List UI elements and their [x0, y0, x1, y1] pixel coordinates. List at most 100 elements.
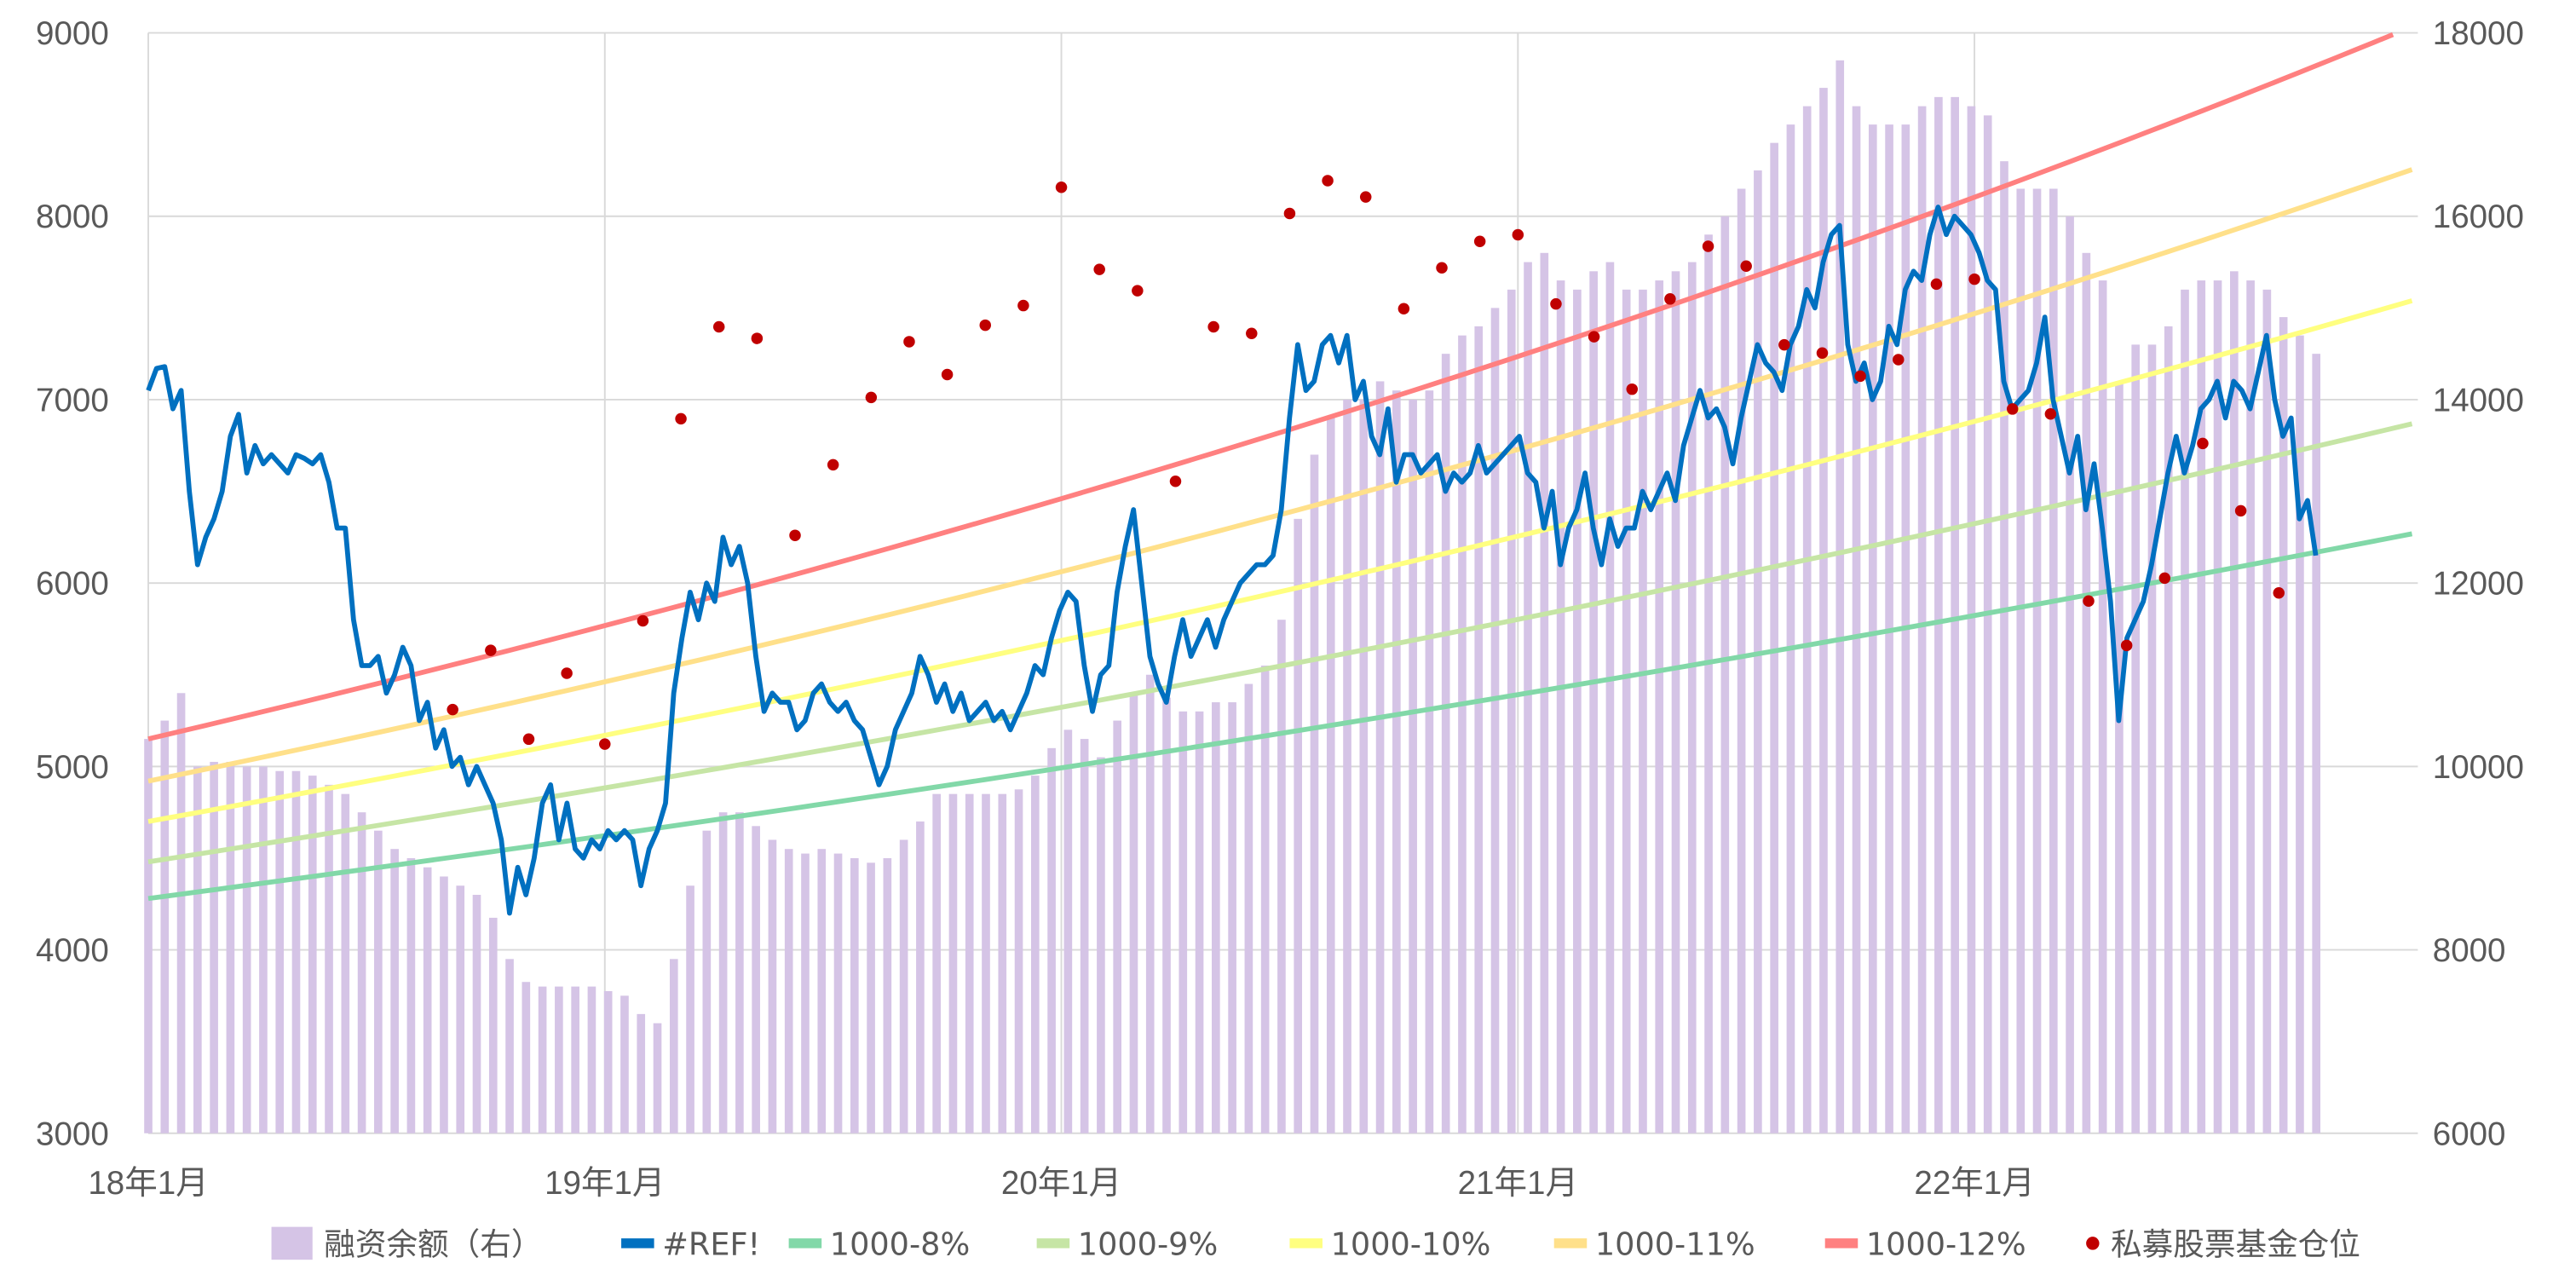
margin-balance-bar [1179, 711, 1188, 1133]
y-left-tick-label: 9000 [36, 15, 109, 52]
position-point [1473, 235, 1486, 247]
margin-balance-bar [1524, 262, 1532, 1133]
margin-balance-bar [1294, 518, 1303, 1133]
legend-label: 1000-11% [1595, 1225, 1755, 1262]
y-right-tick-label: 12000 [2433, 566, 2524, 603]
position-point [637, 614, 649, 627]
margin-balance-bar [1228, 702, 1236, 1133]
margin-balance-bar [374, 830, 383, 1133]
legend-swatch-dot [2086, 1237, 2100, 1250]
margin-balance-bar [2000, 161, 2008, 1133]
position-point [522, 733, 535, 746]
position-point [1017, 299, 1029, 312]
margin-balance-bar [1687, 262, 1697, 1133]
margin-balance-bar [768, 839, 777, 1133]
margin-balance-bar [1441, 354, 1450, 1133]
trend-line-1000-9pct [147, 421, 2413, 865]
position-point [2158, 572, 2171, 585]
x-tick-label: 20年1月 [1001, 1165, 1121, 1202]
margin-balance-bar [193, 766, 202, 1133]
margin-balance-bar [472, 895, 481, 1133]
margin-balance-bar [2262, 289, 2272, 1133]
margin-balance-bar [1097, 757, 1105, 1133]
margin-balance-bar [2181, 289, 2189, 1133]
margin-balance-bar [555, 986, 563, 1133]
margin-balance-bar [965, 793, 974, 1133]
margin-balance-bar [702, 830, 712, 1133]
position-point [599, 738, 611, 750]
margin-balance-bar [817, 849, 827, 1133]
margin-balance-bar [1655, 280, 1664, 1133]
legend-label: 融资余额（右） [324, 1225, 542, 1262]
margin-balance-bar [1934, 96, 1943, 1133]
margin-balance-bar [2312, 354, 2321, 1133]
y-right-tick-label: 8000 [2433, 932, 2506, 969]
position-point [2197, 437, 2209, 450]
margin-balance-bar [1737, 188, 1746, 1133]
margin-balance-bar [883, 857, 892, 1133]
margin-balance-bar [637, 1013, 646, 1133]
margin-balance-bar [325, 784, 333, 1133]
position-point [675, 412, 687, 425]
y-left-tick-label: 5000 [36, 749, 109, 786]
margin-balance-bar [850, 857, 859, 1133]
margin-balance-bar [1802, 106, 1812, 1133]
position-point [1055, 182, 1068, 193]
margin-balance-bar [2066, 216, 2074, 1133]
x-tick-label: 19年1月 [545, 1165, 665, 1202]
margin-balance-bar [1770, 142, 1778, 1133]
margin-balance-bar [1080, 739, 1089, 1133]
position-point [2083, 595, 2095, 607]
legend-label: 1000-12% [1866, 1225, 2026, 1262]
margin-balance-bar [801, 853, 810, 1133]
margin-balance-bar [291, 770, 301, 1133]
margin-balance-bar [1244, 683, 1253, 1133]
y-right-tick-label: 14000 [2433, 382, 2524, 418]
margin-balance-bar [1326, 418, 1335, 1133]
position-point [1322, 175, 1334, 187]
legend-label: #REF! [662, 1225, 760, 1262]
position-point [941, 368, 954, 381]
margin-balance-bar [653, 1023, 662, 1133]
margin-balance-bar [1622, 289, 1631, 1133]
position-point [1436, 262, 1448, 274]
margin-balance-bar [1458, 335, 1467, 1133]
legend-label: 私募股票基金仓位 [2111, 1225, 2360, 1262]
margin-balance-bar [2131, 344, 2140, 1133]
margin-balance-bar [718, 812, 728, 1133]
left-y-axis: 3000 4000 5000 6000 7000 8000 9000 [36, 15, 109, 1152]
position-point [1854, 370, 1866, 383]
margin-balance-bar [686, 885, 694, 1133]
margin-balance-bar [341, 793, 350, 1133]
margin-balance-bar [1359, 399, 1369, 1133]
position-point [1740, 260, 1752, 273]
position-point [1359, 191, 1372, 203]
margin-balance-bar [1392, 390, 1401, 1133]
margin-balance-bar [1967, 106, 1976, 1133]
margin-balance-bar [488, 917, 498, 1133]
trend-line-1000-12pct [147, 32, 2394, 741]
margin-balance-bar [948, 793, 958, 1133]
trend-line-1000-10pct [147, 298, 2413, 824]
margin-balance-bar [160, 720, 170, 1133]
margin-balance-bar [1540, 252, 1549, 1133]
position-point [827, 458, 839, 471]
margin-balance-bar [1195, 711, 1204, 1133]
margin-balance-bar [390, 849, 399, 1133]
x-axis: 18年1月 19年1月 20年1月 21年1月 22年1月 [88, 1165, 2034, 1202]
margin-balance-bar [2082, 252, 2091, 1133]
margin-balance-bar [226, 761, 235, 1133]
margin-balance-bar [176, 693, 186, 1133]
margin-balance-bar [1212, 702, 1220, 1133]
position-point [561, 667, 573, 679]
x-tick-label: 21年1月 [1458, 1165, 1578, 1202]
position-point [751, 332, 764, 344]
margin-balance-bar [2016, 188, 2026, 1133]
y-right-tick-label: 6000 [2433, 1116, 2506, 1152]
margin-balance-bar [144, 739, 153, 1133]
position-point [1588, 331, 1600, 343]
margin-balance-bar [2032, 188, 2042, 1133]
margin-balance-bar [259, 766, 268, 1133]
margin-balance-bar [1490, 308, 1500, 1133]
